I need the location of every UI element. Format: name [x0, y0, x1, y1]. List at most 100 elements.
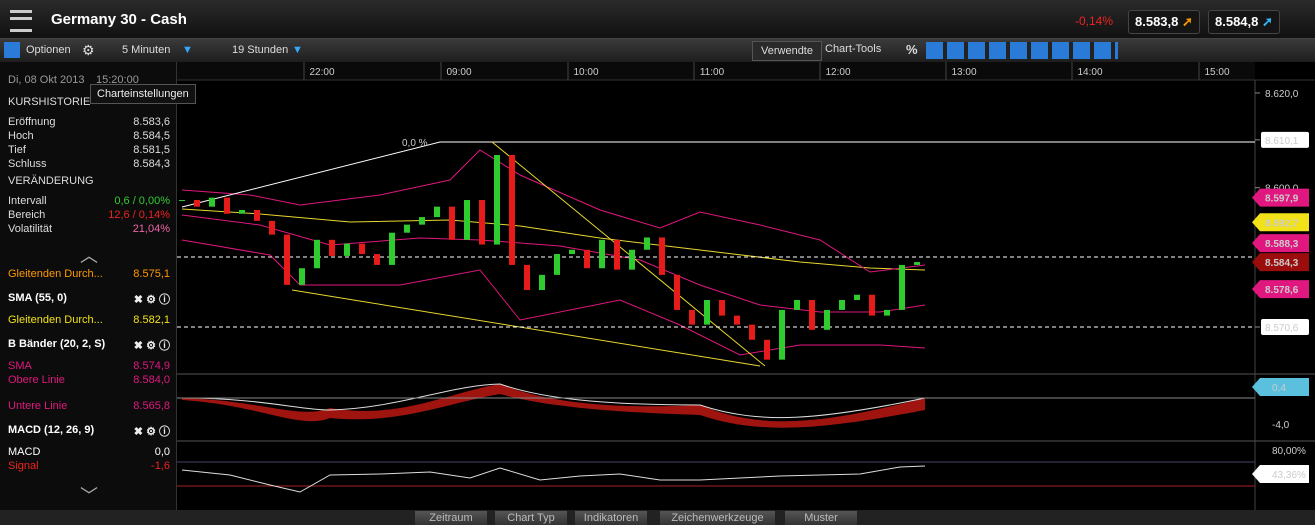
stat-label: Tief — [8, 144, 26, 156]
candle — [779, 309, 785, 360]
chart-tools[interactable]: Chart-Tools — [825, 43, 882, 55]
candle — [524, 264, 530, 291]
stat-label: Volatilität — [8, 223, 53, 235]
instrument-title: Germany 30 - Cash — [51, 11, 187, 28]
candle — [689, 309, 695, 325]
y-tick-label: 8.620,0 — [1265, 89, 1299, 100]
stat-row: Hoch 8.584,5 — [8, 130, 170, 142]
ask-price[interactable]: 8.584,8 ➚ — [1208, 10, 1280, 34]
price-flag-label: 8.584,3 — [1265, 258, 1299, 269]
stat-value: 8.581,5 — [133, 144, 170, 156]
time: 15:20:00 — [96, 74, 139, 86]
candle — [254, 209, 260, 221]
indicator-value: 8.565,8 — [133, 400, 170, 412]
candle — [599, 239, 605, 269]
stat-value: 0,6 / 0,00% — [114, 195, 170, 207]
candle — [854, 294, 860, 300]
macd-area — [182, 384, 925, 428]
options-icon[interactable] — [4, 42, 20, 58]
candle — [209, 197, 215, 207]
candle — [554, 254, 560, 275]
options[interactable]: Optionen — [26, 44, 71, 56]
candle — [389, 232, 395, 265]
used-button[interactable]: Verwendte — [752, 41, 822, 61]
indicator-label: -4,0 — [1272, 420, 1290, 431]
x-tick-label: 11:00 — [700, 67, 725, 78]
menu-icon[interactable] — [10, 10, 32, 32]
candle — [839, 299, 845, 310]
interval[interactable]: 5 Minuten — [122, 44, 171, 56]
time-axis — [177, 62, 1255, 80]
indicator-icons[interactable]: ✖ ⚙ ⓘ — [133, 294, 170, 306]
indicator-row: Gleitenden Durch... 8.575,1 — [8, 268, 170, 280]
candle — [674, 274, 680, 310]
range[interactable]: 19 Stunden — [232, 44, 289, 56]
dropdown-arrow[interactable]: ▼ — [182, 44, 193, 56]
macd-line — [181, 383, 926, 419]
candle — [419, 217, 425, 225]
indicator-value: 8.574,9 — [133, 360, 170, 372]
stat-label: Bereich — [8, 209, 46, 221]
indicator-row: B Bänder (20, 2, S) ✖ ⚙ ⓘ — [8, 338, 170, 352]
indicator-label: Gleitenden Durch... — [8, 314, 103, 326]
price-flag — [1252, 234, 1309, 253]
indicator-row: SMA 8.574,9 — [8, 360, 170, 372]
date: Di, 08 Okt 2013 15:20:00 — [8, 74, 170, 86]
bottom-tab[interactable]: Zeichenwerkzeuge — [660, 511, 775, 525]
candle — [374, 254, 380, 265]
candle — [269, 220, 275, 235]
candle — [914, 262, 920, 265]
candle — [359, 243, 365, 255]
change-title: VERÄNDERUNG — [8, 175, 94, 187]
stat-value: 8.584,3 — [133, 158, 170, 170]
trend-line — [491, 141, 766, 367]
x-tick-label: 09:00 — [446, 67, 471, 78]
candle — [314, 239, 320, 269]
indicator-icons[interactable]: ✖ ⚙ ⓘ — [133, 340, 170, 352]
indicator-icons[interactable]: ✖ ⚙ ⓘ — [133, 426, 170, 438]
price-flag-label: 8.592,7 — [1265, 218, 1299, 229]
candle — [509, 155, 515, 265]
x-tick-label: 14:00 — [1077, 67, 1102, 78]
header: Germany 30 - Cash -0,14% 8.583,8 ➚ 8.584… — [0, 0, 1315, 39]
fib-label: 0,0 % — [402, 138, 428, 149]
stat-label: Schluss — [8, 158, 47, 170]
expand-arrow[interactable]: ﹀ — [80, 486, 98, 506]
dropdown-arrow[interactable]: ▼ — [292, 44, 303, 56]
tick-box — [1261, 318, 1309, 335]
stat-row: Volatilität 21,04% — [8, 223, 170, 235]
bid-price[interactable]: 8.583,8 ➚ — [1128, 10, 1200, 34]
bottom-tab[interactable]: Muster — [785, 511, 857, 525]
tool-icons[interactable] — [926, 42, 1118, 59]
candle — [194, 200, 200, 207]
percent[interactable]: % — [906, 42, 918, 57]
sidebar: Di, 08 Okt 2013 15:20:00 KURSHISTORIE VER… — [0, 62, 177, 510]
candle — [809, 299, 815, 330]
indicator-value: 0,0 — [154, 446, 170, 458]
trend-line — [291, 289, 761, 367]
candle — [614, 239, 620, 270]
bottom-tab[interactable]: Chart Typ — [495, 511, 567, 525]
indicator-value: -1,6 — [151, 460, 170, 472]
collapse-arrow[interactable]: ︿ — [80, 246, 98, 266]
x-tick-label: 15:00 — [1204, 67, 1229, 78]
indicator-value: 8.582,1 — [133, 314, 170, 326]
moving-average — [181, 208, 926, 271]
tick-box — [1261, 131, 1309, 148]
candle — [884, 309, 890, 316]
candle — [299, 268, 305, 285]
candle — [344, 243, 350, 256]
bottom-tab[interactable]: Indikatoren — [575, 511, 647, 525]
stat-label: Eröffnung — [8, 116, 56, 128]
candle — [239, 209, 245, 214]
y-tick-label: 8.610,1 — [1265, 136, 1299, 147]
bid: 8.583,8 — [1135, 14, 1179, 29]
price-flag-label: 8.597,9 — [1265, 194, 1299, 205]
candle — [464, 200, 470, 240]
settings-icon[interactable]: ⚙ — [82, 42, 95, 58]
ask: 8.584,8 — [1215, 14, 1259, 29]
x-tick-label: 12:00 — [825, 67, 850, 78]
bottom-tab[interactable]: Zeitraum — [415, 511, 487, 525]
indicator-label: SMA — [8, 360, 32, 372]
candle — [494, 155, 500, 245]
